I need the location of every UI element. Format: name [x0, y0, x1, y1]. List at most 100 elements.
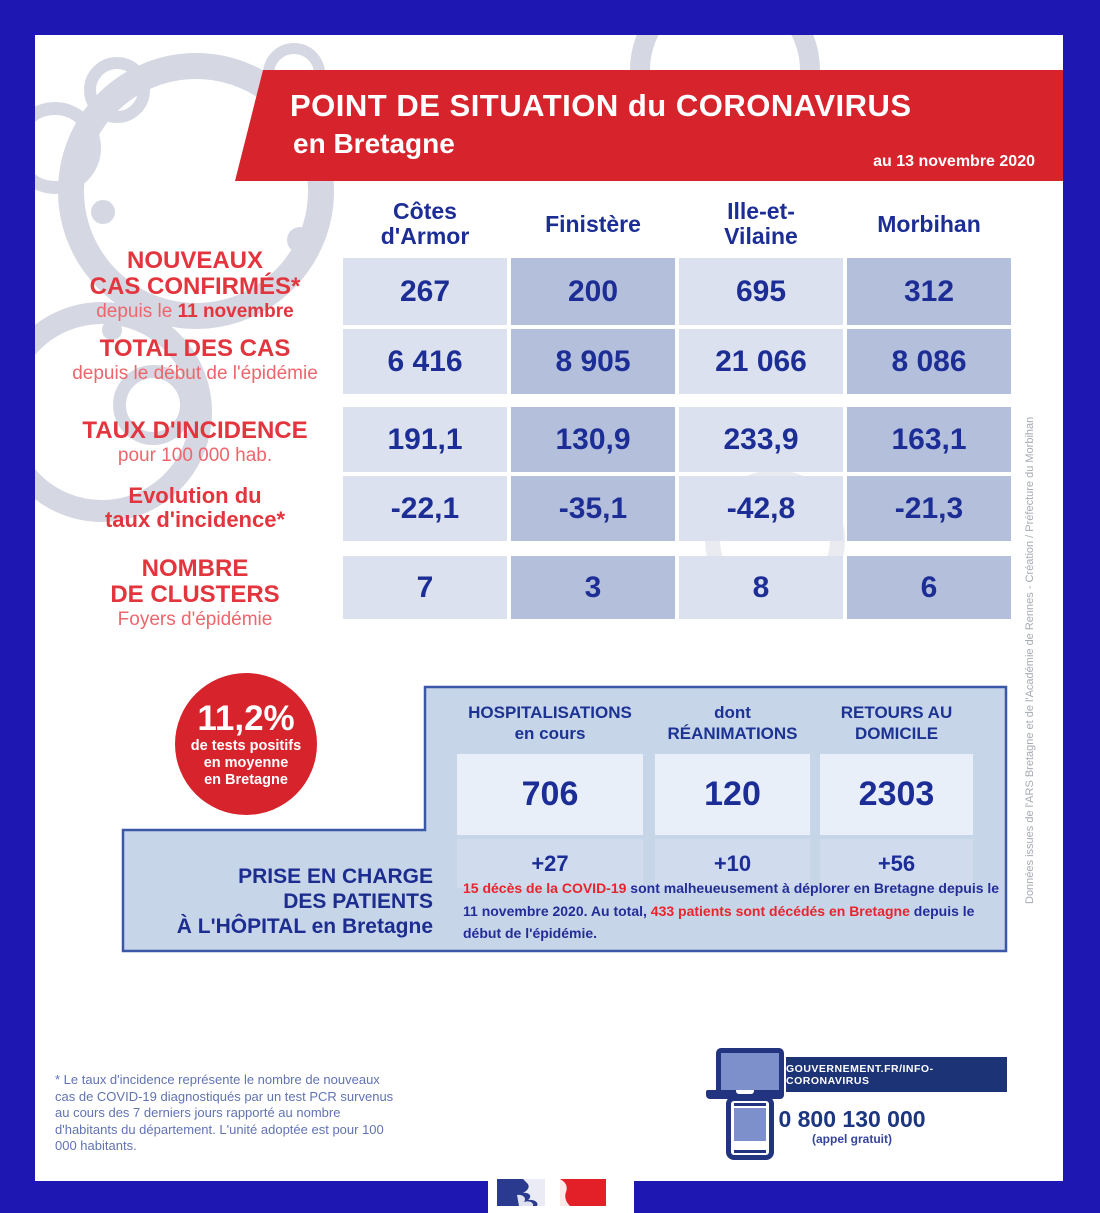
hotline-note: (appel gratuit): [812, 1132, 892, 1146]
hospital-header-line: DOMICILE: [854, 724, 939, 743]
logo-red-square: [560, 1179, 606, 1206]
row-label-line: taux d'incidence*: [104, 507, 286, 532]
hospital-delta: +56: [820, 839, 973, 888]
hotline-block: 0 800 130 000 (appel gratuit): [772, 1106, 932, 1146]
hospital-header-line: en cours: [514, 724, 586, 743]
table-cell: 3: [511, 556, 675, 619]
phone-icon-detail: [734, 1150, 766, 1153]
table-cell: 21 066: [679, 329, 843, 394]
table-cell: -21,3: [847, 476, 1011, 541]
column-header: Finistère: [511, 193, 675, 255]
table-cell: 7: [343, 556, 507, 619]
hospital-header-line: HOSPITALISATIONS: [468, 703, 632, 722]
row-label-line: TOTAL DES CAS: [99, 335, 291, 362]
column-header-label: Ille-et-Vilaine: [724, 198, 798, 249]
table-cell: 200: [511, 258, 675, 325]
positivity-caption: en Bretagne: [204, 771, 288, 788]
table-cell: 312: [847, 258, 1011, 325]
column-header: Côtes d'Armor: [343, 193, 507, 255]
hotline-number: 0 800 130 000: [778, 1106, 926, 1132]
table-row: 6 416 8 905 21 066 8 086: [343, 329, 1011, 394]
hospital-delta: +10: [655, 839, 810, 888]
positivity-caption: en moyenne: [203, 754, 289, 771]
row-label-line: CAS CONFIRMÉS*: [89, 273, 301, 300]
column-header: Ille-et-Vilaine: [679, 193, 843, 255]
laptop-icon: [716, 1048, 784, 1096]
column-header-label: Côtes d'Armor: [380, 198, 470, 249]
deaths-count: 15 décès de la COVID-19: [463, 880, 627, 896]
row-sublabel: Foyers d'épidémie: [117, 609, 273, 630]
hospital-col-header-reanimations: dont RÉANIMATIONS: [655, 702, 810, 744]
row-sublabel: pour 100 000 hab.: [117, 445, 273, 466]
table-cell: 8: [679, 556, 843, 619]
report-date: au 13 novembre 2020: [873, 153, 1035, 170]
hospital-panel-title-line: PRISE EN CHARGE: [238, 865, 433, 888]
positivity-rate-badge: 11,2% de tests positifs en moyenne en Br…: [175, 673, 317, 815]
row-label-total-cases: TOTAL DES CAS depuis le début de l'épidé…: [50, 336, 340, 385]
table-row: 7 3 8 6: [343, 556, 1011, 619]
table-cell: 267: [343, 258, 507, 325]
hospital-value-box: 120: [655, 754, 810, 835]
table-cell: -22,1: [343, 476, 507, 541]
table-cell: 695: [679, 258, 843, 325]
deaths-text: sont malheueusement à déplorer en Bretag…: [463, 880, 1000, 919]
table-cell: 191,1: [343, 407, 507, 472]
hospital-header-line: dont: [714, 703, 751, 722]
french-gov-logo: [488, 1179, 634, 1213]
table-header-row: Côtes d'Armor Finistère Ille-et-Vilaine …: [343, 193, 1011, 255]
row-label-incidence-rate: TAUX D'INCIDENCE pour 100 000 hab.: [50, 418, 340, 467]
row-label-line: NOUVEAUX: [126, 247, 264, 274]
table-cell: 130,9: [511, 407, 675, 472]
table-cell: 8 086: [847, 329, 1011, 394]
row-label-line: NOMBRE: [141, 555, 249, 582]
row-label-line: DE CLUSTERS: [110, 581, 280, 608]
positivity-value: 11,2%: [197, 698, 295, 738]
credits-vertical-text: Données issues de l'ARS Bretagne et de l…: [1024, 416, 1036, 904]
row-label-incidence-evolution: Evolution du taux d'incidence*: [50, 484, 340, 532]
row-label-new-cases: NOUVEAUX CAS CONFIRMÉS* depuis le 11 nov…: [50, 248, 340, 323]
gov-website-url: GOUVERNEMENT.FR/INFO-CORONAVIRUS: [786, 1062, 934, 1087]
marianne-profile: [560, 1179, 570, 1206]
virus-shape: [91, 200, 115, 224]
phone-icon-screen: [734, 1108, 766, 1141]
table-cell: 6 416: [343, 329, 507, 394]
laptop-icon-notch: [736, 1090, 754, 1094]
hospital-header-line: RETOURS AU: [840, 703, 953, 722]
row-sublabel-bold: 11 novembre: [177, 301, 294, 322]
table-cell: -35,1: [511, 476, 675, 541]
title-banner: POINT DE SITUATION du CORONAVIRUS en Bre…: [235, 70, 1063, 181]
table-cell: 233,9: [679, 407, 843, 472]
row-sublabel: depuis le 11 novembre: [50, 300, 340, 323]
deaths-text: depuis le début de l'épidémie.: [463, 902, 975, 942]
virus-shape: [84, 57, 150, 123]
table-row: 267 200 695 312: [343, 258, 1011, 325]
row-label-line: Evolution du: [128, 483, 262, 508]
marianne-swoosh: [517, 1179, 545, 1206]
phone-icon-detail: [734, 1103, 766, 1106]
incidence-footnote: * Le taux d'incidence représente le nomb…: [55, 1072, 394, 1153]
hospital-header-line: RÉANIMATIONS: [667, 724, 798, 743]
hospital-value-box: 706: [457, 754, 643, 835]
hospital-panel-title-line: DES PATIENTS: [283, 890, 433, 913]
deaths-summary: 15 décès de la COVID-19 sont malheueusem…: [463, 877, 1006, 945]
hospital-panel-title: PRISE EN CHARGE DES PATIENTS À L'HÔPITAL…: [130, 864, 433, 939]
gov-website-banner: GOUVERNEMENT.FR/INFO-CORONAVIRUS: [786, 1057, 1007, 1092]
column-header: Morbihan: [847, 193, 1011, 255]
page-title: POINT DE SITUATION du CORONAVIRUS: [290, 88, 912, 123]
logo-blue-square: [497, 1179, 545, 1206]
table-cell: 163,1: [847, 407, 1011, 472]
hospital-value-box: 2303: [820, 754, 973, 835]
hospital-col-header-retours: RETOURS AU DOMICILE: [820, 702, 973, 744]
table-cell: 6: [847, 556, 1011, 619]
row-sublabel-text: depuis le: [96, 301, 178, 322]
deaths-total: 433 patients sont décédés en Bretagne: [650, 902, 910, 919]
hospital-col-header-hospitalisations: HOSPITALISATIONS en cours: [457, 702, 643, 744]
table-row: 191,1 130,9 233,9 163,1: [343, 407, 1011, 472]
hospital-panel-title-line: À L'HÔPITAL en Bretagne: [176, 915, 433, 938]
positivity-caption: de tests positifs: [190, 737, 302, 754]
row-sublabel: depuis le début de l'épidémie: [72, 363, 318, 384]
table-row: -22,1 -35,1 -42,8 -21,3: [343, 476, 1011, 541]
laptop-icon-base: [706, 1090, 784, 1099]
column-header-label: Finistère: [545, 210, 641, 237]
